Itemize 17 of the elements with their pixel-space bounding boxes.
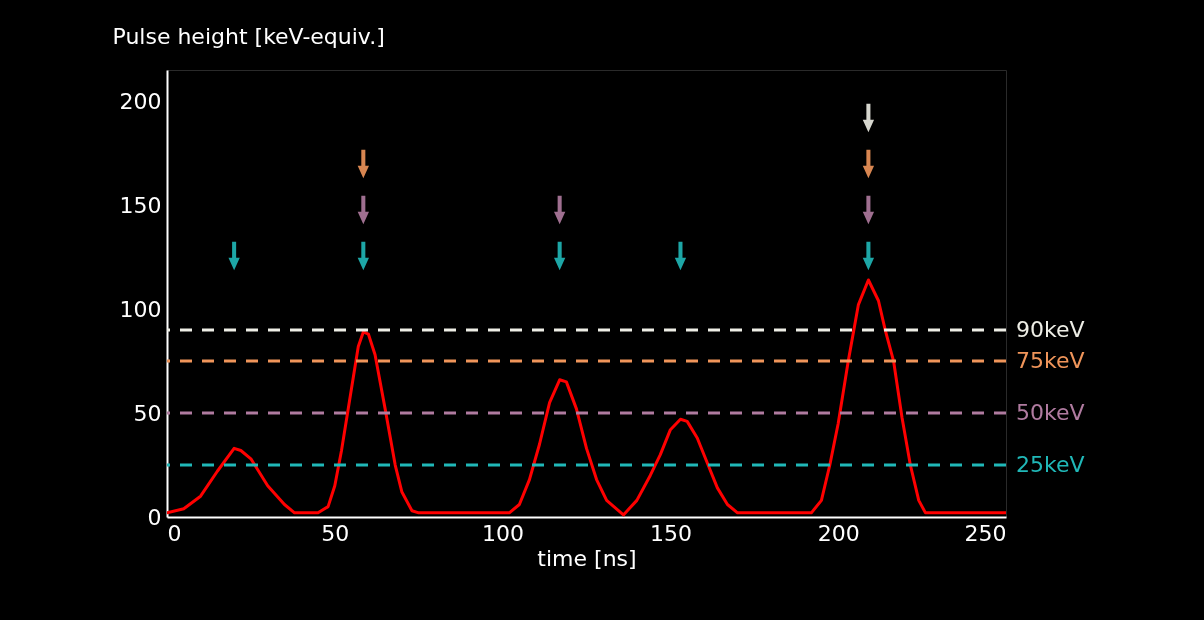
ref-line-label: 75keV bbox=[1016, 348, 1085, 374]
x-tick-label: 50 bbox=[321, 520, 350, 546]
ref-line-label: 50keV bbox=[1016, 400, 1085, 426]
y-tick-label: 100 bbox=[119, 296, 162, 322]
y-tick-label: 200 bbox=[119, 88, 162, 114]
y-tick-label: 0 bbox=[147, 504, 162, 530]
x-tick-label: 100 bbox=[482, 520, 525, 546]
x-tick-label: 250 bbox=[964, 520, 1007, 546]
ref-line-label: 90keV bbox=[1016, 316, 1085, 342]
x-tick-label: 200 bbox=[817, 520, 860, 546]
y-tick-label: 50 bbox=[133, 400, 162, 426]
x-axis-title: time [ns] bbox=[537, 545, 637, 571]
ref-line-label: 25keV bbox=[1016, 452, 1085, 478]
x-tick-label: 150 bbox=[649, 520, 692, 546]
y-tick-label: 150 bbox=[119, 192, 162, 218]
y-axis-title: Pulse height [keV-equiv.] bbox=[112, 23, 385, 49]
x-tick-label: 0 bbox=[167, 520, 182, 546]
